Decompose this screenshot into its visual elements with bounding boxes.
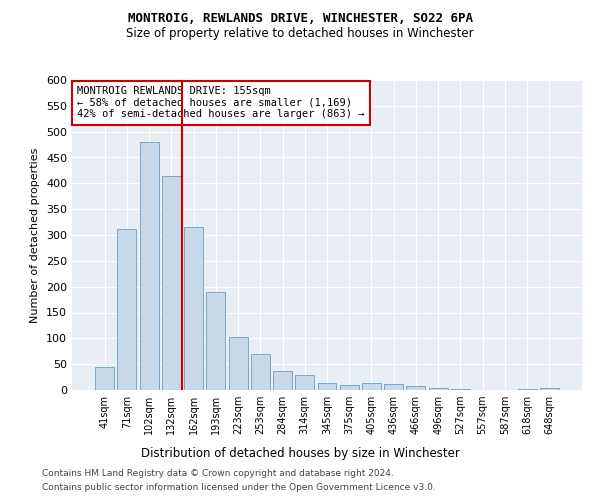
Text: Distribution of detached houses by size in Winchester: Distribution of detached houses by size … xyxy=(140,448,460,460)
Bar xyxy=(184,227,203,390)
Bar xyxy=(273,371,292,390)
Text: Contains public sector information licensed under the Open Government Licence v3: Contains public sector information licen… xyxy=(42,484,436,492)
Bar xyxy=(317,384,337,390)
Bar xyxy=(118,229,136,390)
Bar xyxy=(162,176,181,390)
Bar xyxy=(229,337,248,390)
Text: MONTROIG, REWLANDS DRIVE, WINCHESTER, SO22 6PA: MONTROIG, REWLANDS DRIVE, WINCHESTER, SO… xyxy=(128,12,473,26)
Bar xyxy=(362,384,381,390)
Bar xyxy=(406,386,425,390)
Bar xyxy=(429,388,448,390)
Text: MONTROIG REWLANDS DRIVE: 155sqm
← 58% of detached houses are smaller (1,169)
42%: MONTROIG REWLANDS DRIVE: 155sqm ← 58% of… xyxy=(77,86,365,120)
Bar xyxy=(206,292,225,390)
Bar xyxy=(251,354,270,390)
Bar xyxy=(540,388,559,390)
Bar xyxy=(340,385,359,390)
Text: Contains HM Land Registry data © Crown copyright and database right 2024.: Contains HM Land Registry data © Crown c… xyxy=(42,468,394,477)
Bar xyxy=(295,374,314,390)
Bar xyxy=(140,142,158,390)
Bar xyxy=(384,384,403,390)
Bar xyxy=(95,367,114,390)
Y-axis label: Number of detached properties: Number of detached properties xyxy=(31,148,40,322)
Text: Size of property relative to detached houses in Winchester: Size of property relative to detached ho… xyxy=(126,28,474,40)
